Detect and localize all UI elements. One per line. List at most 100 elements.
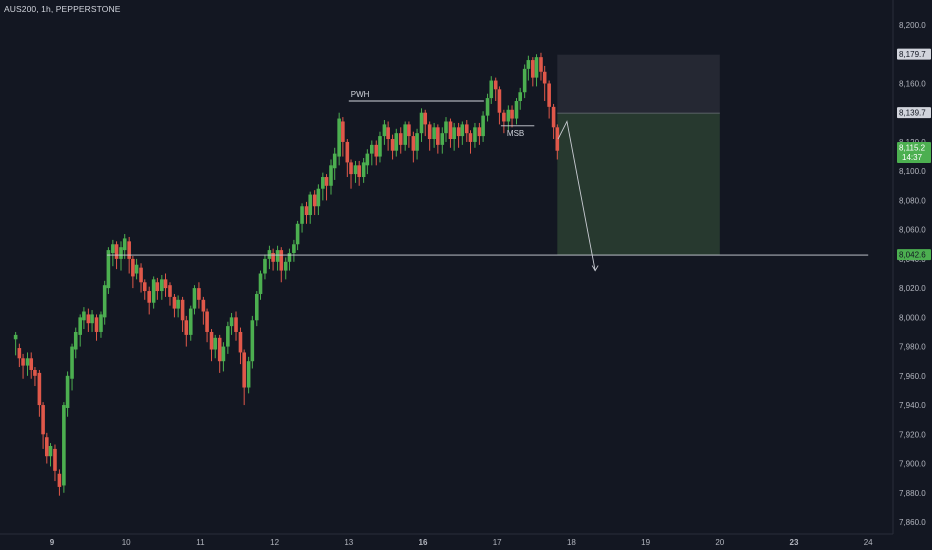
candle-body <box>163 279 168 289</box>
candle-body <box>86 314 91 324</box>
candle-body <box>271 253 275 262</box>
candle-body <box>62 405 66 486</box>
time-tick-label: 11 <box>196 538 205 547</box>
candle-body <box>353 165 358 175</box>
candle-body <box>226 326 230 347</box>
candle-body <box>308 194 313 216</box>
candle-body <box>176 299 180 309</box>
candle-body <box>329 165 333 186</box>
candle-body <box>477 127 482 137</box>
time-tick-label: 9 <box>50 538 55 547</box>
candle-body <box>33 369 37 376</box>
candle-body <box>188 308 193 335</box>
candle-body <box>82 311 86 321</box>
symbol-title[interactable]: AUS200, 1h, PEPPERSTONE <box>4 4 121 14</box>
price-tick-label: 8,080.0 <box>899 196 926 205</box>
time-tick-label: 16 <box>419 538 428 547</box>
candles <box>13 52 560 496</box>
candle-body <box>468 133 473 142</box>
candle-body <box>510 109 514 119</box>
time-tick-label: 12 <box>270 538 279 547</box>
candle-body <box>283 261 288 271</box>
time-tick-label: 19 <box>641 538 650 547</box>
candle-body <box>287 253 292 262</box>
time-tick-label: 17 <box>493 538 502 547</box>
price-tick-label: 8,200.0 <box>899 21 926 30</box>
candle-body <box>341 121 345 142</box>
candle-body <box>292 244 296 254</box>
candle-body <box>242 352 246 388</box>
candle-body <box>390 139 395 151</box>
candle-body <box>205 311 209 332</box>
candle-body <box>518 92 523 102</box>
time-tick-label: 18 <box>567 538 576 547</box>
candle-body <box>267 250 272 259</box>
price-tick-label: 7,980.0 <box>899 343 926 352</box>
candle-body <box>526 60 531 69</box>
candle-body <box>304 206 309 216</box>
candle-body <box>444 121 448 134</box>
candle-body <box>531 60 535 78</box>
candle-body <box>448 121 453 140</box>
candle-body <box>172 296 177 309</box>
candle-body <box>94 317 99 332</box>
projection-arrowhead <box>591 265 599 272</box>
candle-body <box>485 98 490 116</box>
candle-body <box>106 250 111 289</box>
candle-body <box>258 273 263 294</box>
position-zones <box>557 54 720 256</box>
candle-body <box>234 317 238 332</box>
candle-body <box>514 101 519 119</box>
stop-loss-zone <box>557 54 720 114</box>
candle-body <box>407 124 411 137</box>
candle-body <box>551 106 556 128</box>
candle-body <box>423 112 428 125</box>
candle-body <box>473 127 477 142</box>
candle-body <box>332 153 337 169</box>
candle-body <box>17 348 22 359</box>
candle-body <box>493 80 498 90</box>
candle-body <box>440 133 445 145</box>
drawings: PWH MSB <box>106 90 869 272</box>
candle-body <box>65 375 70 408</box>
candle-body <box>254 293 259 321</box>
take-profit-zone <box>557 113 720 256</box>
candle-body <box>295 223 300 245</box>
candle-body <box>427 124 432 140</box>
candle-body <box>197 288 201 300</box>
candle-body <box>300 206 304 224</box>
time-tick-label: 23 <box>790 538 799 547</box>
price-tick-label: 7,900.0 <box>899 460 926 469</box>
candle-body <box>452 127 456 140</box>
candle-body <box>142 282 147 292</box>
candle-body <box>547 83 551 107</box>
candle-body <box>263 258 267 274</box>
candle-body <box>502 112 506 122</box>
candle-body <box>522 68 527 93</box>
candle-body <box>41 405 45 435</box>
price-tick-label: 8,060.0 <box>899 226 926 235</box>
candle-body <box>386 127 390 140</box>
candle-body <box>403 124 407 145</box>
annotation-label: PWH <box>351 90 370 99</box>
candle-body <box>312 194 317 207</box>
candle-body <box>324 177 329 186</box>
price-tick-label: 8,160.0 <box>899 79 926 88</box>
candle-body <box>131 258 135 277</box>
candle-body <box>411 136 416 151</box>
candle-body <box>432 127 436 140</box>
candle-body <box>460 124 465 137</box>
price-tick-label: 7,860.0 <box>899 518 926 527</box>
entry-price-label-bg <box>897 107 931 119</box>
candle-body <box>349 162 353 175</box>
projection-path <box>557 120 596 271</box>
entry-price-label: 8,139.7 <box>899 109 926 118</box>
candle-body <box>321 177 325 189</box>
candle-body <box>464 124 469 134</box>
candle-body <box>139 267 143 283</box>
candle-body <box>506 109 511 122</box>
candle-body <box>147 291 152 303</box>
candle-body <box>21 358 25 366</box>
